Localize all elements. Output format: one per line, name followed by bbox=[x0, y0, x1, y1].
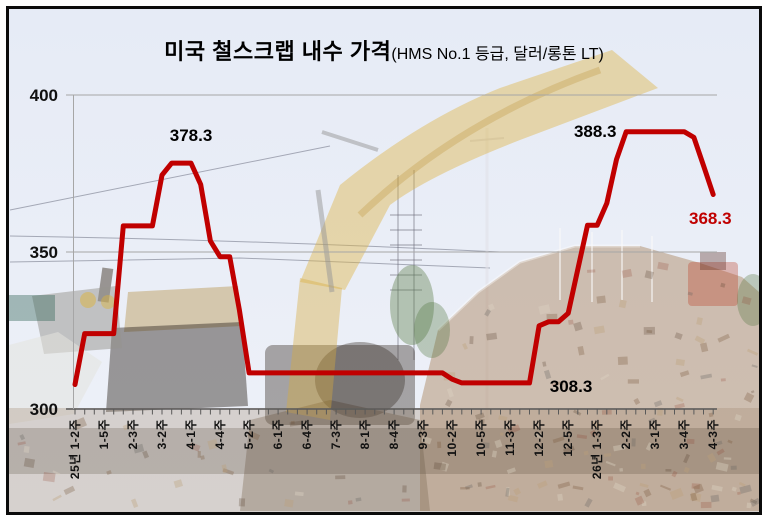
price-line bbox=[72, 129, 716, 387]
trees-shape bbox=[390, 265, 759, 358]
scrap-pile-shape bbox=[420, 246, 759, 511]
hydraulic-cylinder-shape bbox=[315, 130, 379, 293]
ground-strip-shape bbox=[9, 408, 759, 512]
fence-shape bbox=[9, 295, 55, 321]
power-pole-shape bbox=[390, 128, 505, 420]
ground-dark-band-shape bbox=[9, 428, 759, 474]
scrap-texture-speckles bbox=[17, 261, 759, 509]
red-machine-cab-shape bbox=[700, 252, 726, 270]
chart-title-main: 미국 철스크랩 내수 가격 bbox=[164, 39, 392, 64]
excavator-boom-shape bbox=[300, 50, 658, 290]
bulldozer-shape bbox=[32, 267, 248, 412]
scrap-pile-highlight bbox=[436, 244, 640, 332]
chart-title-sub: (HMS No.1 등급, 달러/롱톤 LT) bbox=[391, 46, 604, 63]
excavator-stick-shape bbox=[286, 278, 342, 420]
grapple-shape bbox=[315, 342, 405, 418]
chart-title: 미국 철스크랩 내수 가격(HMS No.1 등급, 달러/롱톤 LT) bbox=[0, 34, 768, 66]
rubble-shape bbox=[240, 400, 430, 511]
red-machine-shape bbox=[688, 262, 738, 306]
pile-poles-shape bbox=[559, 228, 653, 302]
excavator-base-shape bbox=[265, 345, 415, 425]
excavator-boom-shade bbox=[357, 66, 602, 218]
power-lines-shape bbox=[9, 145, 501, 269]
chart-background bbox=[9, 9, 759, 512]
